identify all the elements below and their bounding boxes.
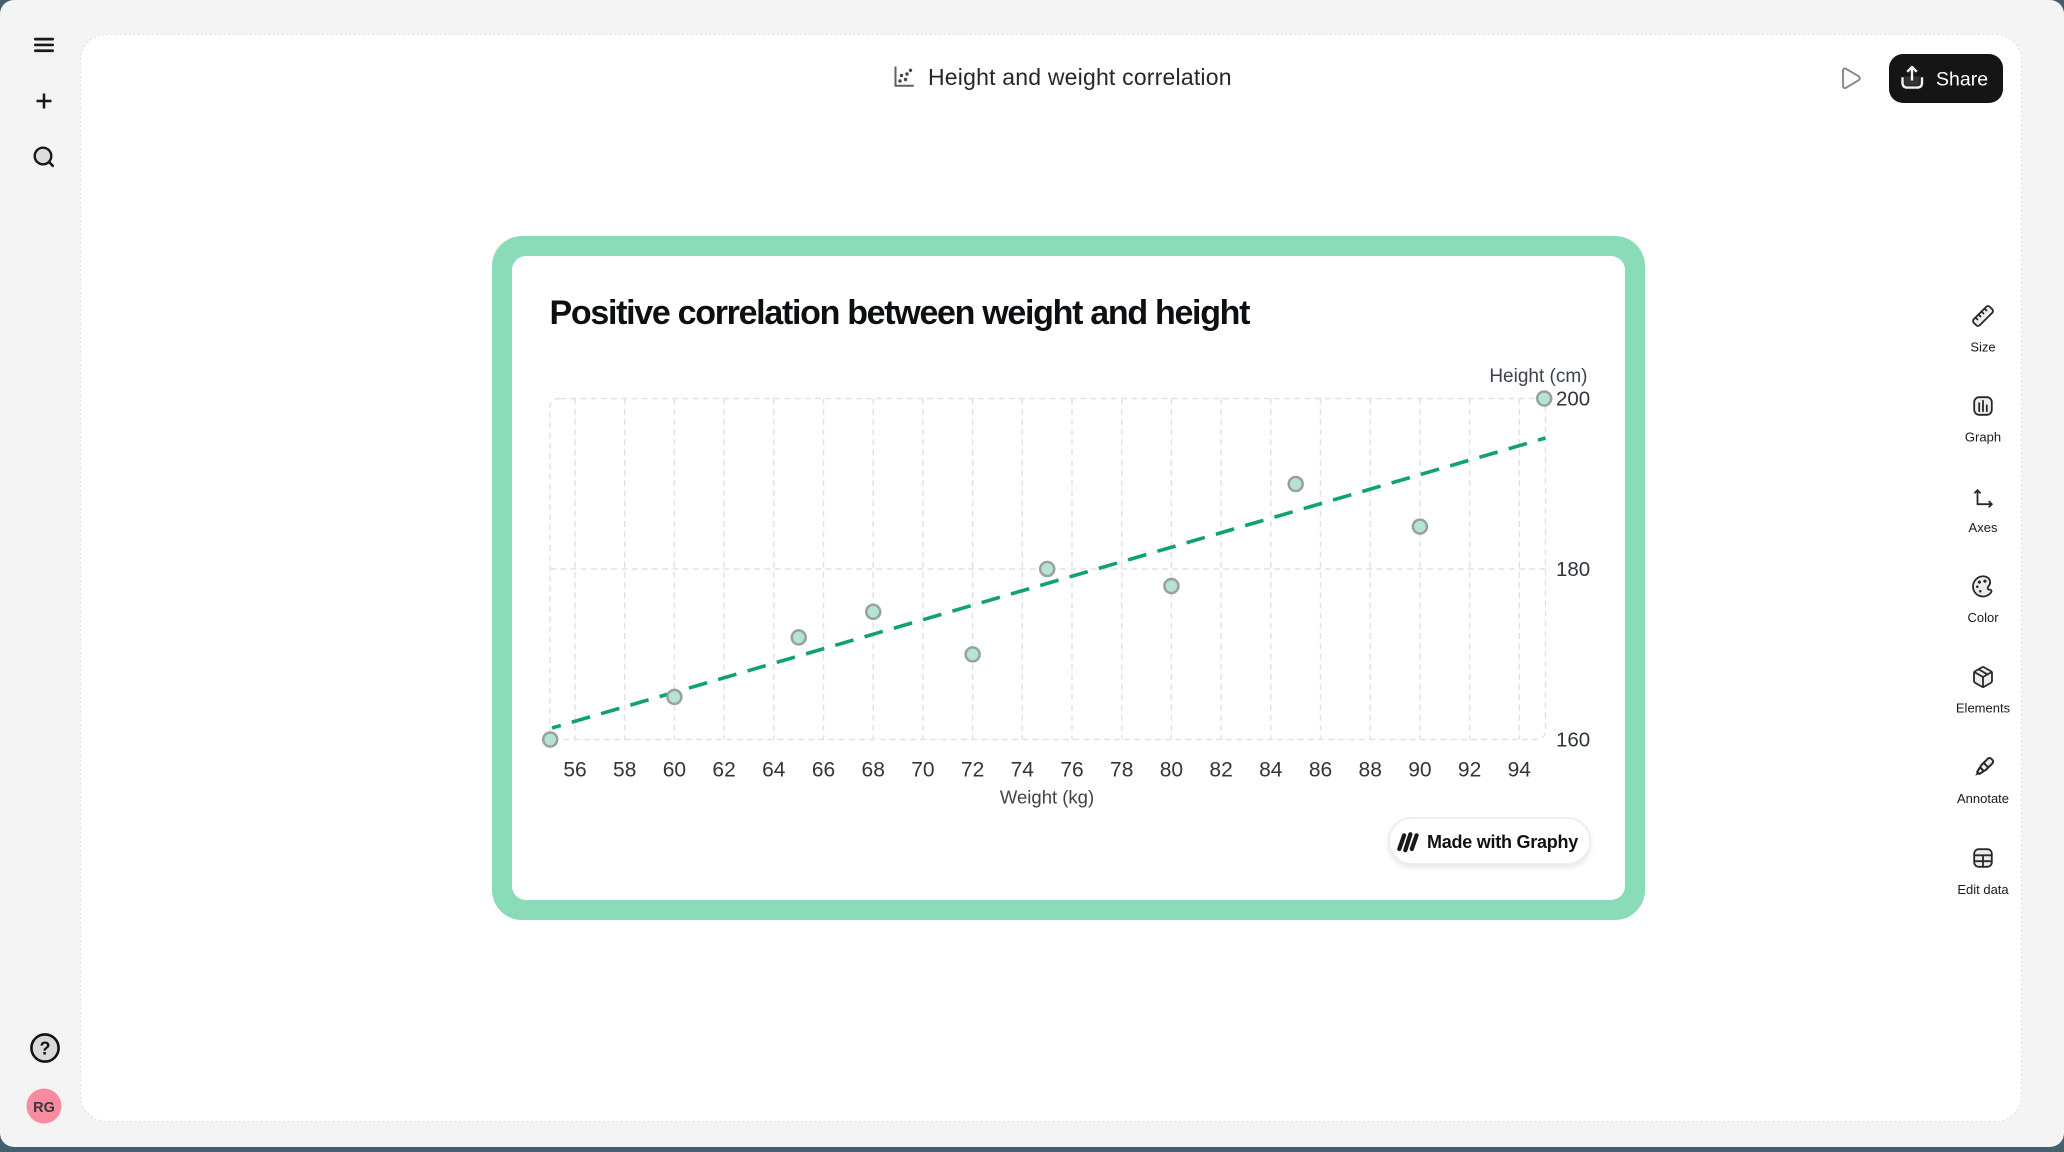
- svg-text:72: 72: [961, 759, 984, 782]
- svg-text:94: 94: [1508, 759, 1532, 782]
- svg-text:Positive correlation between w: Positive correlation between weight and …: [550, 294, 1251, 332]
- svg-text:84: 84: [1259, 759, 1283, 782]
- svg-text:Made with Graphy: Made with Graphy: [1427, 832, 1578, 852]
- svg-text:Color: Color: [1967, 610, 1999, 625]
- svg-text:Height (cm): Height (cm): [1489, 366, 1587, 387]
- svg-text:68: 68: [862, 759, 885, 782]
- svg-text:90: 90: [1408, 759, 1431, 782]
- svg-text:64: 64: [762, 759, 786, 782]
- svg-text:76: 76: [1060, 759, 1083, 782]
- svg-text:160: 160: [1556, 729, 1590, 752]
- svg-text:Annotate: Annotate: [1957, 791, 2009, 806]
- svg-text:Share: Share: [1936, 69, 1988, 91]
- svg-text:Size: Size: [1970, 340, 1995, 355]
- svg-text:Height and weight correlation: Height and weight correlation: [928, 64, 1232, 90]
- svg-text:78: 78: [1110, 759, 1133, 782]
- svg-text:88: 88: [1359, 759, 1382, 782]
- svg-text:80: 80: [1160, 759, 1183, 782]
- svg-text:86: 86: [1309, 759, 1332, 782]
- svg-text:200: 200: [1556, 388, 1590, 411]
- svg-text:70: 70: [911, 759, 934, 782]
- svg-text:Edit data: Edit data: [1957, 882, 2009, 897]
- svg-text:?: ?: [40, 1039, 51, 1059]
- svg-text:180: 180: [1556, 558, 1590, 581]
- svg-text:Elements: Elements: [1956, 701, 2011, 716]
- svg-text:Graph: Graph: [1965, 430, 2001, 445]
- svg-text:Weight (kg): Weight (kg): [1000, 787, 1094, 808]
- svg-text:62: 62: [712, 759, 735, 782]
- svg-text:58: 58: [613, 759, 636, 782]
- svg-text:RG: RG: [33, 1100, 55, 1116]
- svg-text:92: 92: [1458, 759, 1481, 782]
- svg-text:Axes: Axes: [1969, 520, 1998, 535]
- svg-text:60: 60: [663, 759, 686, 782]
- svg-text:56: 56: [563, 759, 586, 782]
- svg-text:82: 82: [1209, 759, 1232, 782]
- svg-text:66: 66: [812, 759, 835, 782]
- svg-text:74: 74: [1011, 759, 1035, 782]
